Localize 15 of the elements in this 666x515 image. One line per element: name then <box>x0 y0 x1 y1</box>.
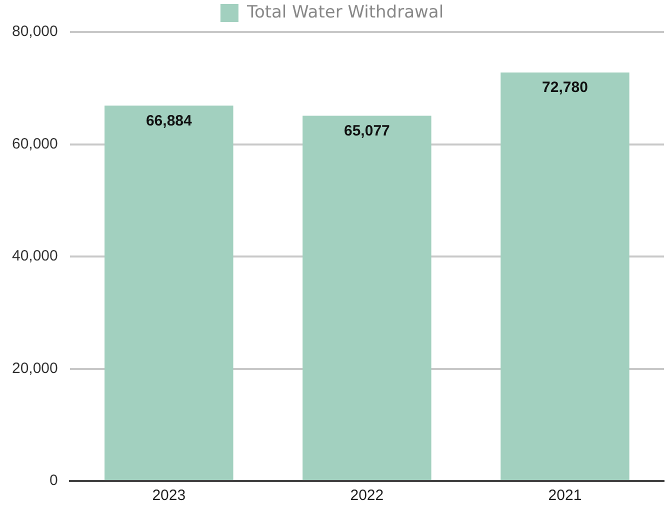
bar <box>104 106 234 480</box>
x-tick-label: 2023 <box>152 487 186 504</box>
legend-label: Total Water Withdrawal <box>246 2 444 22</box>
data-label: 66,884 <box>146 112 192 130</box>
y-tick-label: 80,000 <box>12 23 58 40</box>
x-tick-label: 2022 <box>350 487 384 504</box>
data-label: 72,780 <box>542 79 588 96</box>
y-tick-label: 60,000 <box>12 135 58 152</box>
bar <box>302 116 432 480</box>
y-tick-label: 0 <box>50 472 58 490</box>
data-label: 65,077 <box>344 122 390 140</box>
y-tick-label: 20,000 <box>12 360 58 377</box>
bar <box>500 72 630 480</box>
x-tick-label: 2021 <box>548 487 582 504</box>
y-tick-label: 40,000 <box>12 248 58 265</box>
